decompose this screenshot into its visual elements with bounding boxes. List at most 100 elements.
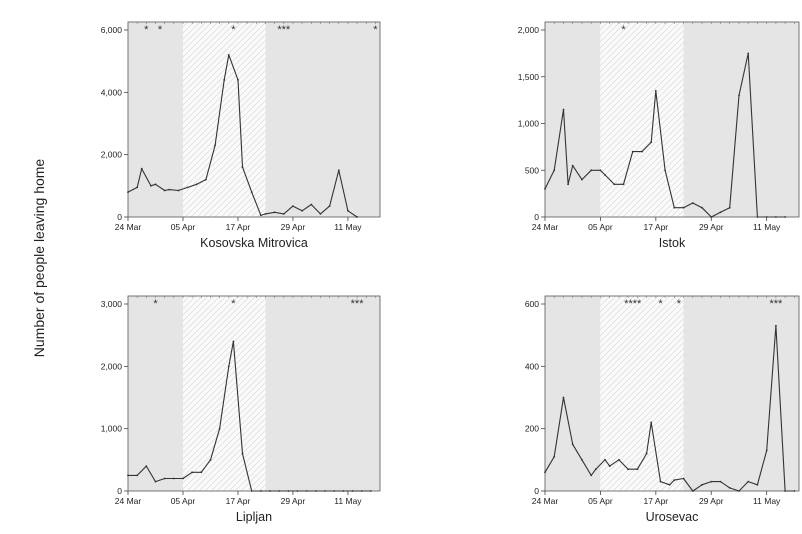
data-point bbox=[260, 490, 262, 492]
data-point bbox=[360, 490, 363, 492]
data-point bbox=[310, 203, 313, 206]
data-point bbox=[604, 174, 606, 176]
data-point bbox=[710, 216, 713, 218]
data-point bbox=[636, 468, 639, 471]
significance-asterisk: *** bbox=[277, 24, 291, 36]
panel-title: Lipljan bbox=[236, 510, 272, 524]
x-tick-label: 05 Apr bbox=[171, 222, 196, 232]
y-tick-label: 2,000 bbox=[518, 25, 540, 35]
data-point bbox=[604, 458, 606, 461]
data-point bbox=[195, 183, 198, 186]
y-tick-label: 0 bbox=[534, 212, 539, 222]
data-point bbox=[287, 490, 290, 492]
data-point bbox=[562, 396, 565, 399]
data-point bbox=[553, 169, 556, 172]
data-point bbox=[163, 189, 166, 192]
y-tick-label: 500 bbox=[525, 165, 539, 175]
data-point bbox=[562, 108, 565, 111]
significance-asterisk: * bbox=[658, 298, 663, 310]
data-point bbox=[728, 487, 731, 489]
data-point bbox=[328, 205, 331, 208]
x-tick-label: 24 Mar bbox=[115, 222, 142, 232]
significance-asterisk: * bbox=[373, 24, 378, 36]
data-point bbox=[269, 490, 271, 492]
data-point bbox=[200, 471, 203, 474]
data-point bbox=[205, 178, 207, 181]
panel-title: Urosevac bbox=[646, 510, 699, 524]
y-tick-label: 1,000 bbox=[101, 424, 123, 434]
data-point bbox=[627, 468, 629, 471]
data-point bbox=[282, 213, 285, 215]
data-point bbox=[719, 480, 722, 483]
y-tick-label: 200 bbox=[525, 424, 539, 434]
shaded-period-2 bbox=[683, 296, 799, 491]
data-point bbox=[292, 205, 294, 208]
data-point bbox=[775, 216, 777, 218]
x-tick-label: 05 Apr bbox=[588, 496, 613, 506]
data-point bbox=[127, 474, 129, 477]
data-point bbox=[571, 164, 574, 167]
y-tick-label: 4,000 bbox=[101, 87, 123, 97]
x-tick-label: 24 Mar bbox=[532, 222, 559, 232]
data-point bbox=[747, 52, 750, 55]
data-point bbox=[691, 490, 694, 492]
y-tick-label: 2,000 bbox=[101, 361, 123, 371]
shaded-period-2 bbox=[265, 296, 380, 491]
data-point bbox=[305, 490, 308, 492]
y-tick-label: 0 bbox=[117, 212, 122, 222]
y-tick-label: 0 bbox=[534, 486, 539, 496]
y-axis-label: Number of people leaving home bbox=[31, 159, 47, 358]
data-point bbox=[747, 480, 750, 483]
data-point bbox=[719, 211, 722, 214]
panel-title: Kosovska Mitrovica bbox=[200, 236, 308, 250]
data-point bbox=[581, 178, 583, 181]
shaded-period-0 bbox=[545, 22, 601, 217]
data-point bbox=[191, 471, 194, 474]
data-point bbox=[710, 480, 713, 483]
x-tick-label: 24 Mar bbox=[532, 496, 559, 506]
data-point bbox=[664, 169, 666, 172]
data-point bbox=[650, 141, 653, 144]
significance-asterisk: *** bbox=[351, 298, 365, 310]
significance-asterisk: * bbox=[231, 298, 236, 310]
data-point bbox=[701, 483, 703, 486]
data-point bbox=[342, 490, 345, 492]
x-tick-label: 17 Apr bbox=[226, 222, 251, 232]
data-point bbox=[333, 490, 336, 492]
data-point bbox=[163, 477, 166, 480]
data-point bbox=[237, 79, 239, 81]
data-point bbox=[594, 468, 597, 471]
data-point bbox=[765, 216, 768, 218]
y-tick-label: 400 bbox=[525, 361, 539, 371]
data-point bbox=[581, 458, 583, 461]
data-point bbox=[631, 150, 634, 153]
data-point bbox=[136, 474, 139, 477]
data-point bbox=[278, 490, 281, 492]
data-point bbox=[618, 458, 620, 461]
data-point bbox=[127, 191, 129, 194]
data-point bbox=[324, 490, 326, 492]
y-tick-label: 2,000 bbox=[101, 150, 123, 160]
data-point bbox=[571, 443, 574, 446]
y-tick-label: 1,500 bbox=[518, 72, 540, 82]
shaded-period-0 bbox=[545, 296, 601, 491]
data-point bbox=[150, 184, 152, 187]
shaded-period-1 bbox=[182, 296, 266, 491]
data-point bbox=[172, 477, 175, 480]
data-point bbox=[347, 209, 349, 212]
x-tick-label: 05 Apr bbox=[588, 222, 613, 232]
data-point bbox=[765, 449, 768, 452]
data-point bbox=[264, 213, 267, 215]
data-point bbox=[250, 191, 253, 194]
x-tick-label: 11 May bbox=[334, 496, 362, 506]
data-point bbox=[260, 214, 262, 217]
x-tick-label: 29 Apr bbox=[281, 222, 306, 232]
data-point bbox=[673, 479, 676, 481]
panel-lipljan: 0 1,000 2,000 3,000 24 Mar 05 Apr 17 Apr 29 Apr… bbox=[101, 295, 381, 524]
shaded-period-2 bbox=[683, 22, 799, 217]
panel-istok: 0 500 1,000 1,500 2,000 24 Mar 05 Apr 17 Apr 29 … bbox=[518, 21, 800, 250]
data-point bbox=[590, 474, 593, 477]
data-point bbox=[654, 89, 657, 92]
data-point bbox=[756, 216, 759, 218]
data-point bbox=[567, 183, 569, 186]
